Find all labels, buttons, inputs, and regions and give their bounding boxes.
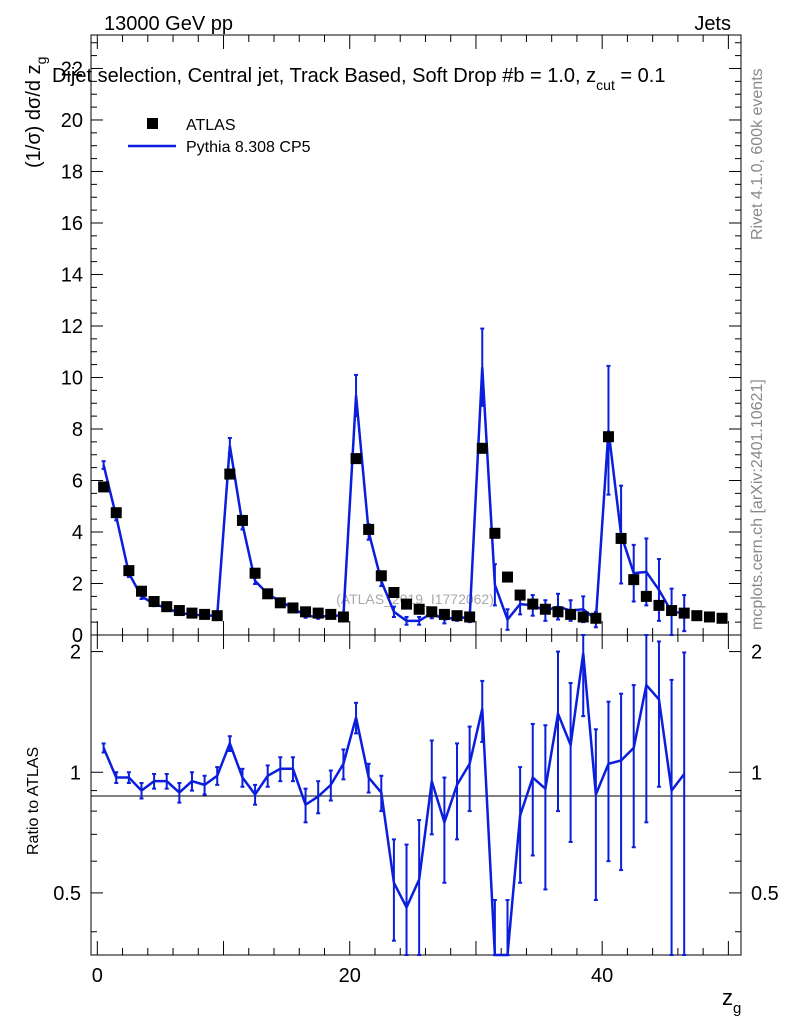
data-point <box>527 598 539 610</box>
y-tick-label-main: 0 <box>72 625 83 647</box>
xlabel-sub: g <box>733 1000 741 1017</box>
main-axis-ticks: 0 2 4 6 8 10 12 14 16 18 20 22 <box>61 42 741 647</box>
energy-label: 13000 GeV pp <box>104 13 233 35</box>
data-point <box>337 611 349 623</box>
ratio-series <box>101 634 687 957</box>
data-series <box>98 431 728 624</box>
data-point <box>413 603 425 615</box>
data-point <box>363 523 375 535</box>
mc-line <box>102 367 685 623</box>
y-tick-label-ratio-right: 2 <box>751 642 762 664</box>
data-point <box>287 602 299 614</box>
data-point <box>590 612 602 624</box>
y-tick-label-main: 6 <box>72 470 83 492</box>
data-point <box>110 507 122 519</box>
data-point <box>514 589 526 601</box>
data-point <box>691 610 703 622</box>
legend-data-label: ATLAS <box>186 117 236 134</box>
mcplots-label: mcplots.cern.ch [arXiv:2401.10621] <box>749 379 766 630</box>
y-tick-label-main: 8 <box>72 419 83 441</box>
y-tick-label-main: 14 <box>61 264 83 286</box>
y-tick-label-main: 22 <box>61 58 83 80</box>
data-point <box>502 571 514 583</box>
y-tick-label-main: 12 <box>61 316 83 338</box>
data-point <box>476 442 488 454</box>
ylabel-main-sub: g <box>33 57 49 65</box>
data-point <box>678 607 690 619</box>
data-point <box>249 567 261 579</box>
data-point <box>703 611 715 623</box>
data-point <box>426 606 438 618</box>
data-point <box>552 606 564 618</box>
data-point <box>615 532 627 544</box>
y-tick-label-main: 10 <box>61 367 83 389</box>
data-point <box>161 601 173 613</box>
data-point <box>375 570 387 582</box>
data-point <box>438 608 450 620</box>
data-point <box>211 610 223 622</box>
x-tick-label: 0 <box>92 965 103 987</box>
y-tick-label-main: 16 <box>61 213 83 235</box>
y-tick-label-main: 18 <box>61 161 83 183</box>
data-point <box>236 514 248 526</box>
x-axis-label: zg <box>722 985 741 1017</box>
data-point <box>666 605 678 617</box>
jets-label: Jets <box>694 13 731 35</box>
data-point <box>300 606 312 618</box>
xlabel-text: z <box>722 985 733 1010</box>
data-point <box>539 603 551 615</box>
data-point <box>148 596 160 608</box>
data-point <box>451 610 463 622</box>
data-point <box>274 597 286 609</box>
data-point <box>653 599 665 611</box>
data-point <box>98 481 110 493</box>
data-point <box>123 565 135 577</box>
data-point <box>716 612 728 624</box>
ratio-frame <box>90 634 742 956</box>
ratio-axis-ticks: 0.5 0.5 1 1 2 2 <box>53 642 779 933</box>
y-tick-label-ratio: 2 <box>70 642 81 664</box>
data-point <box>135 585 147 597</box>
plot-title: Dijet selection, Central jet, Track Base… <box>52 65 665 93</box>
y-tick-label-main: 4 <box>72 522 83 544</box>
x-tick-label: 40 <box>591 965 613 987</box>
data-point <box>602 431 614 443</box>
data-point <box>224 468 236 480</box>
y-tick-label-main: 20 <box>61 110 83 132</box>
data-point <box>186 607 198 619</box>
y-tick-label-ratio-right: 1 <box>751 762 762 784</box>
legend-mc-label: Pythia 8.308 CP5 <box>186 139 311 156</box>
data-point <box>312 607 324 619</box>
title-sub: cut <box>596 77 615 93</box>
x-tick-label: 20 <box>339 965 361 987</box>
title-end: = 0.1 <box>615 65 666 87</box>
data-point <box>262 588 274 600</box>
ratio-line <box>102 653 686 957</box>
data-point <box>388 587 400 599</box>
data-point <box>325 608 337 620</box>
watermark: (ATLAS_2019_I1772062) <box>336 591 494 607</box>
data-point <box>401 598 413 610</box>
data-point <box>199 608 211 620</box>
y-axis-label-ratio: Ratio to ATLAS <box>25 747 42 855</box>
title-main: Dijet selection, Central jet, Track Base… <box>52 65 596 87</box>
y-axis-label-main: (1/σ) dσ/d zg <box>23 57 49 168</box>
legend-data-marker <box>147 118 158 129</box>
data-point <box>489 527 501 539</box>
y-tick-label-main: 2 <box>72 573 83 595</box>
data-point <box>565 608 577 620</box>
y-tick-label-ratio: 0.5 <box>53 883 81 905</box>
data-point <box>640 590 652 602</box>
ylabel-main-text: (1/σ) dσ/d z <box>23 64 45 168</box>
data-point <box>173 605 185 617</box>
y-tick-label-ratio-right: 0.5 <box>751 883 779 905</box>
data-point <box>464 611 476 623</box>
y-tick-label-ratio: 1 <box>70 762 81 784</box>
data-point <box>628 574 640 586</box>
x-axis-ticks: 0 20 40 <box>92 35 729 987</box>
data-point <box>350 453 362 465</box>
rivet-label: Rivet 4.1.0, 600k events <box>749 68 766 240</box>
data-point <box>577 611 589 623</box>
